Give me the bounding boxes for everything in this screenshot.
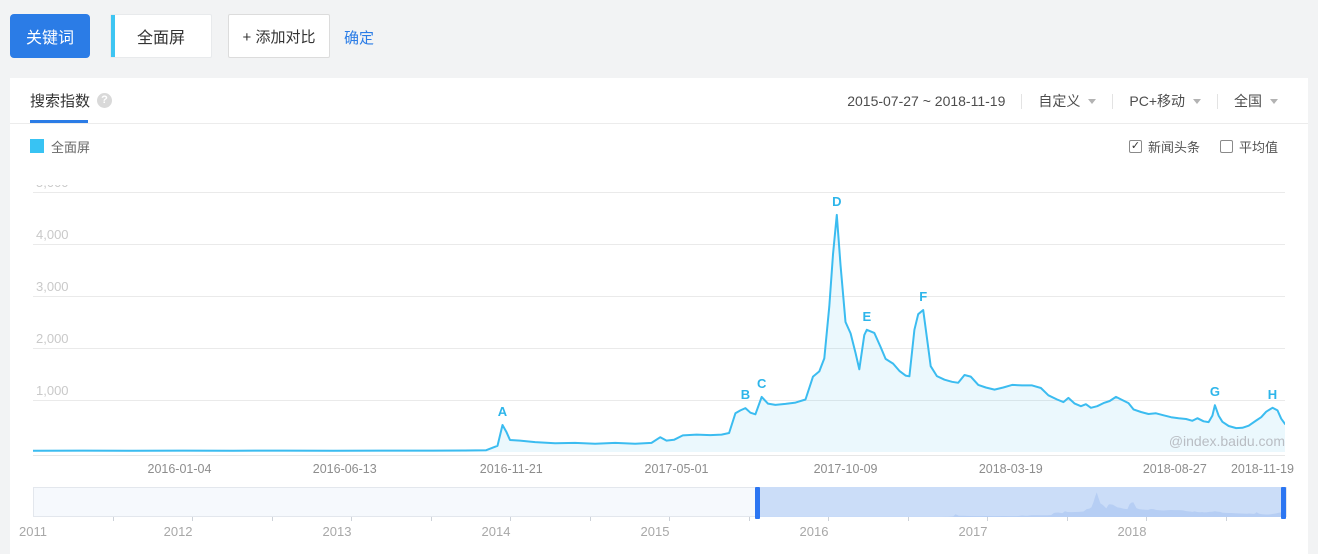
keyword-button[interactable]: 关键词 [10, 14, 90, 58]
slider-tick [271, 517, 273, 521]
event-marker-D[interactable]: D [832, 194, 841, 209]
region-label: 全国 [1234, 93, 1262, 109]
toggle-label: 平均值 [1238, 139, 1278, 155]
add-compare-button[interactable]: + 添加对比 [228, 14, 330, 58]
y-tick-label: 1,000 [36, 383, 69, 398]
slider-tick [748, 517, 750, 521]
divider [1021, 93, 1023, 109]
year-label: 2011 [19, 524, 47, 539]
x-tick-label: 2017-10-09 [813, 462, 878, 476]
checkbox[interactable]: ✓ [1128, 139, 1142, 153]
slider-tick [1146, 517, 1148, 521]
event-marker-E[interactable]: E [862, 309, 871, 324]
x-tick-label: 2016-06-13 [312, 462, 377, 476]
x-tick-label: 2016-01-04 [147, 462, 212, 476]
event-marker-G[interactable]: G [1210, 384, 1220, 399]
x-tick-label: 2018-08-27 [1142, 462, 1207, 476]
series-line [33, 213, 1285, 452]
slider-tick [589, 517, 591, 521]
toggle-label: 新闻头条 [1147, 139, 1200, 155]
x-tick-label: 2018-11-19 [1230, 462, 1294, 476]
slider-tick [987, 517, 989, 521]
watermark: @index.baidu.com [1168, 433, 1285, 449]
year-label: 2016 [799, 524, 829, 539]
slider-selection[interactable] [756, 487, 1286, 517]
x-axis-labels: 2016-01-04 2016-06-13 2016-11-21 2017-05-01… [33, 462, 1293, 478]
chevron-down-icon [1193, 98, 1201, 104]
slider-tick [351, 517, 352, 521]
slider-track[interactable] [33, 487, 1287, 519]
slider-tick [669, 517, 671, 521]
checkbox[interactable] [1219, 139, 1233, 153]
series-area-fill [33, 214, 1285, 452]
x-axis-line [33, 455, 1285, 456]
region-dropdown[interactable]: 全国 [1234, 91, 1278, 111]
chevron-down-icon [1088, 98, 1097, 104]
keyword-chip-label: 全面屏 [136, 30, 185, 47]
trend-chart[interactable]: 1,000 2,000 3,000 4,000 5,000 A BC D E F G H 2016-0… [33, 185, 1294, 485]
legend-row: 全面屏 ✓ 新闻头条 平均值 [30, 136, 1278, 156]
tab-label: 搜索指数 [30, 93, 91, 110]
year-label: 2013 [322, 524, 352, 539]
x-tick-label: 2016-11-21 [479, 462, 543, 476]
confirm-link[interactable]: 确定 [344, 30, 375, 47]
series-legend[interactable]: 全面屏 [30, 137, 90, 156]
panel-header: 搜索指数 ? 2015-07-27 ~ 2018-11-19 自定义 PC+移动 [10, 78, 1308, 124]
legend-label: 全面屏 [51, 139, 91, 155]
chart-controls: 2015-07-27 ~ 2018-11-19 自定义 PC+移动 全国 [847, 78, 1278, 124]
slider-tick [510, 517, 512, 521]
slider-year-labels: 2011 2012 2013 2014 2015 2016 2017 2018 [19, 524, 1287, 540]
range-mode-label: 自定义 [1038, 93, 1081, 109]
range-mode-dropdown[interactable]: 自定义 [1038, 91, 1097, 111]
event-marker-B[interactable]: B [741, 387, 750, 402]
overlay-toggles: ✓ 新闻头条 平均值 [1128, 137, 1278, 156]
keyword-chip[interactable]: 全面屏 [110, 14, 212, 58]
y-tick-label: 4,000 [36, 227, 69, 242]
event-marker-A[interactable]: A [498, 404, 508, 419]
slider-tick [430, 517, 432, 521]
active-tab-underline [30, 120, 88, 123]
year-label: 2014 [481, 524, 511, 539]
year-label: 2018 [1117, 524, 1147, 539]
slider-ticks [33, 517, 1287, 522]
y-tick-label: 2,000 [36, 331, 69, 346]
x-tick-label: 2018-03-19 [978, 462, 1043, 476]
slider-tick [192, 517, 193, 521]
event-marker-C[interactable]: C [757, 376, 767, 391]
slider-tick [907, 517, 909, 521]
chart-canvas[interactable]: 1,000 2,000 3,000 4,000 5,000 A BC D E F G H [33, 185, 1285, 453]
date-range-text: 2015-07-27 ~ 2018-11-19 [847, 93, 1006, 109]
device-label: PC+移动 [1129, 93, 1185, 109]
slider-tick [1225, 517, 1227, 521]
divider [1112, 93, 1114, 109]
tab-search-index[interactable]: 搜索指数 ? [30, 90, 113, 111]
keyword-accent-bar [111, 15, 115, 57]
slider-tick [1066, 517, 1068, 521]
toggle-average[interactable]: 平均值 [1219, 137, 1278, 156]
slider-tick [828, 517, 830, 521]
time-range-slider: 2011 2012 2013 2014 2015 2016 2017 2018 [19, 487, 1287, 540]
search-index-panel: 搜索指数 ? 2015-07-27 ~ 2018-11-19 自定义 PC+移动 [10, 78, 1308, 554]
divider [1217, 93, 1218, 109]
y-tick-label: 3,000 [36, 279, 69, 294]
device-dropdown[interactable]: PC+移动 [1129, 91, 1201, 111]
slider-tick [112, 517, 114, 521]
year-label: 2012 [163, 524, 193, 539]
y-tick-label: 5,000 [36, 185, 69, 190]
slider-handle-left[interactable] [754, 487, 760, 519]
event-marker-F[interactable]: F [919, 289, 927, 304]
chevron-down-icon [1270, 98, 1278, 104]
slider-handle-right[interactable] [1281, 487, 1286, 519]
toggle-news-headlines[interactable]: ✓ 新闻头条 [1128, 137, 1200, 156]
help-icon[interactable]: ? [97, 93, 113, 108]
year-label: 2015 [640, 524, 670, 539]
x-tick-label: 2017-05-01 [644, 462, 709, 476]
legend-swatch [30, 139, 44, 153]
event-marker-H[interactable]: H [1268, 387, 1277, 402]
year-label: 2017 [958, 524, 988, 539]
mini-trend-silhouette [756, 492, 1286, 517]
